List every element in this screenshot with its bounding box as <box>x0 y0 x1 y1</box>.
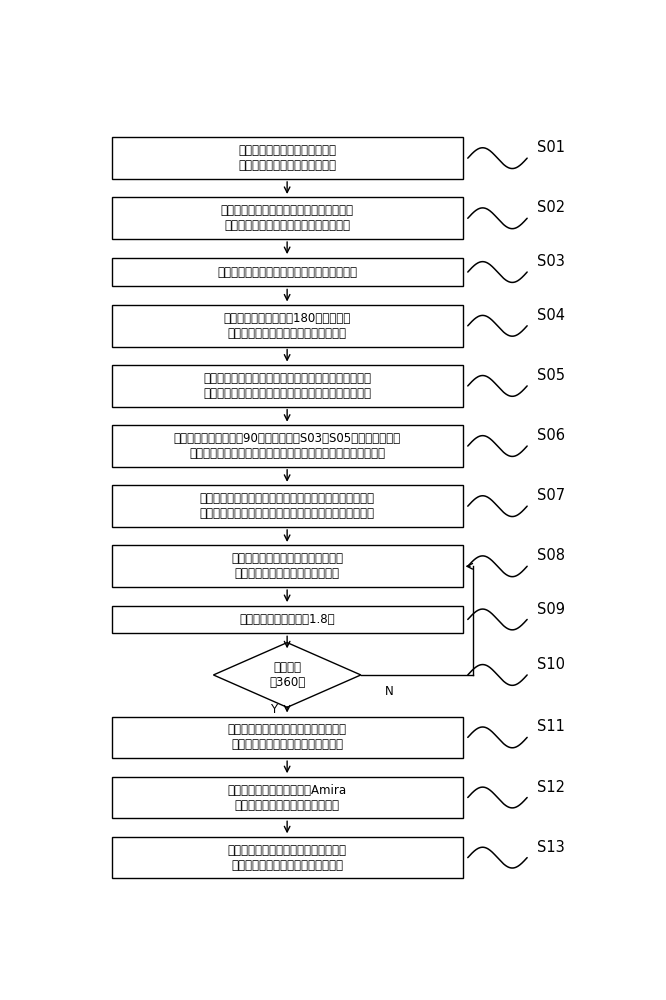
Text: S08: S08 <box>537 548 565 563</box>
Text: 对得到的三维投影层析图像进行定标，
建立空间坐标系，判断翡翠等级质量: 对得到的三维投影层析图像进行定标， 建立空间坐标系，判断翡翠等级质量 <box>228 844 346 872</box>
Text: 驱动电机驱动翡翠转动1.8度: 驱动电机驱动翡翠转动1.8度 <box>239 613 335 626</box>
Text: S10: S10 <box>537 657 565 672</box>
Bar <box>112 717 463 758</box>
Bar <box>112 606 463 633</box>
Text: 操作所述调整架，移动翡翠位置，使调整架向初始标定
位置和后标定位置的中点移动，完成翡翠一维方向调整: 操作所述调整架，移动翡翠位置，使调整架向初始标定 位置和后标定位置的中点移动，完… <box>203 372 371 400</box>
Bar <box>112 777 463 818</box>
Text: 驱动电机带动翡翠旋转180度，记录旋
转后的中心轴位置，定义为后标定位置: 驱动电机带动翡翠旋转180度，记录旋 转后的中心轴位置，定义为后标定位置 <box>224 312 351 340</box>
Text: S06: S06 <box>537 428 565 443</box>
Bar <box>112 305 463 347</box>
Text: 标记翡翠的中心轴位置，定义为初始标定位置: 标记翡翠的中心轴位置，定义为初始标定位置 <box>217 266 357 279</box>
Text: S13: S13 <box>537 840 565 855</box>
Text: 相机将采集到的数据传输到处理器中
，得到一张该角度的投影层析图像: 相机将采集到的数据传输到处理器中 ，得到一张该角度的投影层析图像 <box>231 552 343 580</box>
Polygon shape <box>213 643 361 707</box>
Text: 驱动电机控制翡翠转动90度，重复步骤S03至S05，完成翡翠二维
方向的调整，使驱动电机转动的中心轴与翡翠自身的中心轴重合: 驱动电机控制翡翠转动90度，重复步骤S03至S05，完成翡翠二维 方向的调整，使… <box>174 432 401 460</box>
Bar <box>112 365 463 407</box>
Text: 调整各个部件的位置，使激光光源、扩束镜
、翡翠、远心镜头以及相机位于同一光轴: 调整各个部件的位置，使激光光源、扩束镜 、翡翠、远心镜头以及相机位于同一光轴 <box>220 204 354 232</box>
Text: 安装激光光源、相机、驱动电机
、调整架、扩束镜以及远心镜头: 安装激光光源、相机、驱动电机 、调整架、扩束镜以及远心镜头 <box>238 144 336 172</box>
Text: S05: S05 <box>537 368 565 383</box>
Text: S09: S09 <box>537 602 565 617</box>
Text: Y: Y <box>270 703 277 716</box>
Text: 已累积转
动360度: 已累积转 动360度 <box>269 661 305 689</box>
Text: S03: S03 <box>537 254 565 269</box>
Bar <box>112 197 463 239</box>
Text: 将获得的全部角度的投影层析图像通过
反投影算法，获得各个角度的切面图: 将获得的全部角度的投影层析图像通过 反投影算法，获得各个角度的切面图 <box>228 723 346 751</box>
Text: S11: S11 <box>537 719 565 734</box>
Text: N: N <box>385 685 394 698</box>
Text: 启动激光光源，所述激光光源所发出的光通过扩束镜照射
在翡翠上，翡翠透射出来的光通过所述远心镜头进入相机: 启动激光光源，所述激光光源所发出的光通过扩束镜照射 在翡翠上，翡翠透射出来的光通… <box>200 492 375 520</box>
Text: S07: S07 <box>537 488 565 503</box>
Bar <box>112 258 463 286</box>
Bar <box>112 425 463 467</box>
Text: S02: S02 <box>537 200 565 215</box>
Text: S01: S01 <box>537 140 565 155</box>
Bar <box>112 137 463 179</box>
Text: 将全部角度的切面图，通过Amira
软件重建，获得三维投影层析图像: 将全部角度的切面图，通过Amira 软件重建，获得三维投影层析图像 <box>228 784 347 812</box>
Bar <box>112 545 463 587</box>
Bar <box>112 485 463 527</box>
Text: S04: S04 <box>537 308 565 323</box>
Bar <box>112 837 463 878</box>
Text: S12: S12 <box>537 780 565 795</box>
